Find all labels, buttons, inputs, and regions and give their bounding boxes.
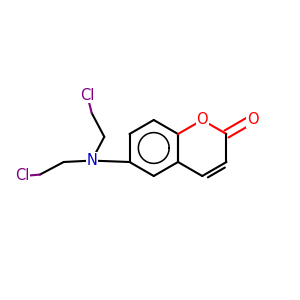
Text: Cl: Cl: [15, 169, 29, 184]
Text: N: N: [86, 153, 97, 168]
Text: O: O: [247, 112, 259, 128]
Text: O: O: [196, 112, 208, 128]
Text: Cl: Cl: [80, 88, 95, 103]
